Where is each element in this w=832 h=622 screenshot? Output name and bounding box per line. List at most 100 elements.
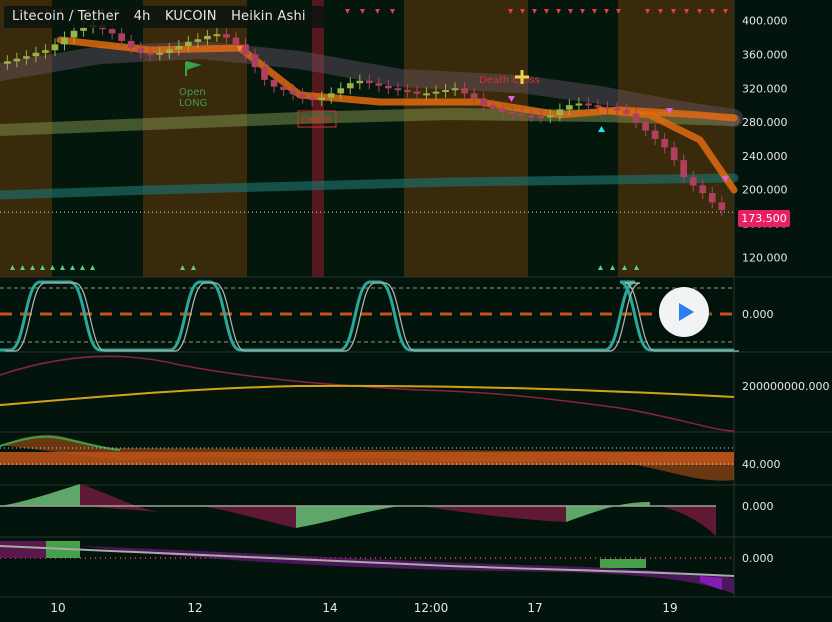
candle-body: [289, 89, 297, 95]
buy-signal-marker: [622, 265, 627, 270]
sell-signal-marker: [616, 9, 621, 14]
candle-body: [613, 108, 621, 111]
candle-body: [61, 37, 68, 45]
candle-body: [547, 115, 554, 118]
arrow-up-icon: [598, 126, 605, 132]
sell-signal-marker: [645, 9, 650, 14]
stoch-d-line: [5, 282, 739, 352]
candle-body: [23, 56, 30, 59]
buy-signal-marker: [10, 265, 15, 270]
momentum2-tail: [700, 576, 722, 590]
stoch-tick-label: 0.000: [742, 308, 774, 321]
momentum1-up-area: [0, 484, 80, 506]
sell-signal-marker: [604, 9, 609, 14]
candle-body: [556, 109, 564, 116]
candle-body: [366, 80, 373, 84]
time-band-3: [247, 0, 404, 277]
momentum2-down-block: [0, 541, 46, 558]
candle-body: [204, 35, 211, 40]
candle-body: [13, 58, 21, 62]
sell-signal-marker: [345, 9, 350, 14]
stoch-k-line: [0, 280, 734, 352]
buy-signal-marker: [20, 265, 25, 270]
candle-body: [566, 105, 573, 110]
flag-icon: [185, 61, 202, 76]
open-long-label-2: LONG: [179, 98, 207, 109]
candle-body: [4, 61, 11, 64]
sell-signal-marker: [697, 9, 702, 14]
sell-signal-marker: [568, 9, 573, 14]
candle-body: [146, 52, 154, 55]
buy-signal-marker: [191, 265, 196, 270]
arrow-down-icon: [508, 96, 515, 102]
sell-signal-marker: [360, 9, 365, 14]
sell-signal-marker: [390, 9, 395, 14]
volume-tick-label: 200000000.000: [742, 380, 829, 393]
ma-ribbon-mauve: [0, 40, 743, 127]
momentum1-tick-label: 0.000: [742, 500, 774, 513]
time-tick-label: 10: [50, 601, 65, 615]
time-band-7: [698, 0, 734, 277]
rsi-area: [0, 434, 734, 481]
chart-style-label[interactable]: Heikin Ashi: [231, 9, 306, 24]
momentum2-signal-line: [0, 545, 735, 577]
time-tick-label: 12: [187, 601, 202, 615]
candle-body: [185, 41, 192, 47]
price-tick-label: 400.000: [742, 15, 788, 28]
candle-body: [194, 39, 202, 42]
candle-body: [689, 177, 697, 186]
price-tick-label: 320.000: [742, 82, 788, 95]
time-tick-label: 14: [322, 601, 337, 615]
candle-body: [385, 85, 392, 89]
buy-signal-marker: [634, 265, 639, 270]
price-tick-label: 200.000: [742, 184, 788, 197]
candle-body: [680, 160, 688, 178]
candle-body: [80, 27, 87, 31]
sell-signal-marker: [508, 9, 513, 14]
candle-body: [604, 106, 611, 109]
interval-label[interactable]: 4h: [133, 9, 151, 24]
candle-body: [670, 147, 678, 161]
death-box-label: Death: [301, 115, 331, 126]
play-replay-button[interactable]: [659, 287, 709, 337]
candle-body: [718, 202, 726, 210]
buy-signal-marker: [80, 265, 85, 270]
candle-body: [451, 88, 459, 91]
ma-ribbon-orange: [56, 36, 738, 122]
obv-line: [0, 355, 735, 432]
exchange-label: KUCOIN: [164, 9, 217, 24]
candle-body: [356, 80, 364, 84]
buy-signal-marker: [610, 265, 615, 270]
candle-body: [537, 116, 545, 119]
candle-body: [651, 130, 659, 139]
pair-label: Litecoin / Tether: [12, 9, 120, 24]
price-tick-label: 280.000: [742, 116, 788, 129]
sell-signal-marker: [375, 9, 380, 14]
candle-body: [242, 44, 249, 55]
sell-signal-marker: [556, 9, 561, 14]
candle-body: [318, 97, 326, 101]
momentum2-area: [80, 546, 734, 594]
candle-body: [308, 97, 316, 101]
candle-body: [223, 34, 230, 38]
candle-body: [423, 93, 430, 96]
candle-body: [432, 91, 440, 94]
time-tick-label: 17: [527, 601, 542, 615]
price-tick-label: 120.000: [742, 251, 788, 264]
death-box: [297, 110, 337, 128]
arrow-down-icon: [722, 176, 729, 182]
candle-body: [346, 83, 354, 89]
sell-signal-marker: [520, 9, 525, 14]
death-cross-label: Death Cross: [479, 75, 540, 86]
momentum1-down-area: [200, 506, 296, 528]
candle-body: [575, 103, 583, 106]
buy-signal-marker: [60, 265, 65, 270]
ma-ribbon-cyan: [0, 173, 739, 200]
candle-body: [527, 115, 535, 118]
arrow-down-icon: [236, 46, 243, 52]
candle-body: [642, 122, 649, 131]
candle-body: [175, 46, 183, 50]
sell-signal-marker: [592, 9, 597, 14]
